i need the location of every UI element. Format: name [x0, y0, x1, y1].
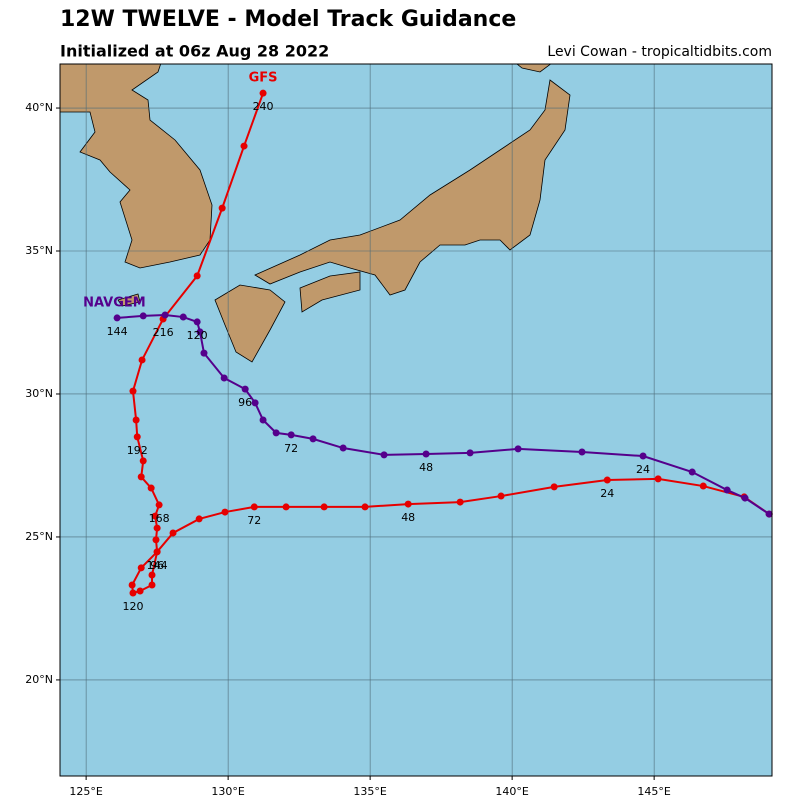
plot-frame — [59, 63, 773, 777]
y-tick-label: 40°N — [25, 101, 53, 114]
track-point — [603, 476, 611, 484]
x-tick-label: 145°E — [637, 785, 670, 798]
track-point — [309, 435, 317, 443]
x-tick-label: 130°E — [211, 785, 244, 798]
track-point — [220, 374, 228, 382]
hour-label: 48 — [401, 511, 415, 524]
hour-label: 72 — [247, 514, 261, 527]
track-point — [132, 416, 140, 424]
track-point — [259, 89, 267, 97]
track-point — [282, 503, 290, 511]
track-point — [639, 452, 647, 460]
track-point — [514, 445, 522, 453]
track-point — [251, 399, 259, 407]
track-point — [138, 356, 146, 364]
track-point — [688, 468, 696, 476]
track-point — [259, 416, 267, 424]
hour-label: 48 — [419, 461, 433, 474]
track-point — [147, 484, 155, 492]
track-point — [193, 272, 201, 280]
track-point — [497, 492, 505, 500]
x-tick-label: 135°E — [353, 785, 386, 798]
track-point — [139, 312, 147, 320]
track-point — [404, 500, 412, 508]
hour-label: 96 — [238, 396, 252, 409]
track-point — [129, 387, 137, 395]
track-point — [380, 451, 388, 459]
x-tick-label: 125°E — [69, 785, 102, 798]
model-name: GFS — [249, 71, 278, 86]
track-point — [287, 431, 295, 439]
track-point — [221, 508, 229, 516]
track-point — [765, 510, 773, 518]
track-point — [137, 473, 145, 481]
chart-title: 12W TWELVE - Model Track Guidance — [60, 7, 516, 32]
track-point — [152, 536, 160, 544]
track-point — [136, 587, 144, 595]
track-point — [361, 503, 369, 511]
hour-label: 24 — [636, 463, 650, 476]
track-point — [723, 486, 731, 494]
track-point — [241, 385, 249, 393]
track-point — [339, 444, 347, 452]
track-point — [250, 503, 258, 511]
track-point — [699, 482, 707, 490]
track-point — [320, 503, 328, 511]
hour-label: 144 — [147, 559, 168, 572]
track-point — [200, 349, 208, 357]
track-line — [131, 92, 770, 595]
hour-label: 72 — [284, 442, 298, 455]
track-point — [113, 314, 121, 322]
track-point — [151, 512, 159, 520]
hour-label: 192 — [127, 444, 148, 457]
hour-label: 120 — [122, 600, 143, 613]
track-point — [148, 581, 156, 589]
hour-label: 96 — [150, 559, 164, 572]
hour-label: 120 — [187, 329, 208, 342]
y-tick-label: 25°N — [25, 530, 53, 543]
track-point — [161, 311, 169, 319]
y-tick-label: 20°N — [25, 673, 53, 686]
hour-label: 216 — [153, 326, 174, 339]
hour-label: 240 — [253, 100, 274, 113]
track-point — [139, 457, 147, 465]
track-point — [155, 501, 163, 509]
hour-label: 168 — [149, 512, 170, 525]
track-point — [196, 328, 204, 336]
track-point — [153, 548, 161, 556]
track-point — [129, 589, 137, 597]
track-point — [550, 483, 558, 491]
y-tick-label: 35°N — [25, 244, 53, 257]
track-point — [133, 433, 141, 441]
track-point — [240, 142, 248, 150]
chart-subtitle: Initialized at 06z Aug 28 2022 — [60, 42, 329, 61]
x-tick-label: 140°E — [495, 785, 528, 798]
land — [60, 64, 571, 363]
model-name: NAVGEM — [83, 295, 146, 310]
track-point — [654, 475, 662, 483]
track-point — [169, 529, 177, 537]
credit: Levi Cowan - tropicaltidbits.com — [547, 44, 772, 60]
y-tick-label: 30°N — [25, 387, 53, 400]
track-point — [741, 494, 749, 502]
hour-label: 24 — [600, 487, 614, 500]
hour-label: 144 — [107, 325, 128, 338]
track-point — [153, 524, 161, 532]
track-point — [456, 498, 464, 506]
track-point — [218, 204, 226, 212]
track-point — [466, 449, 474, 457]
track-point — [179, 313, 187, 321]
track-point — [422, 450, 430, 458]
track-point — [272, 429, 280, 437]
track-point — [193, 318, 201, 326]
track-point — [578, 448, 586, 456]
track-point — [195, 515, 203, 523]
track-point — [137, 564, 145, 572]
track-point — [128, 581, 136, 589]
track-point — [148, 571, 156, 579]
